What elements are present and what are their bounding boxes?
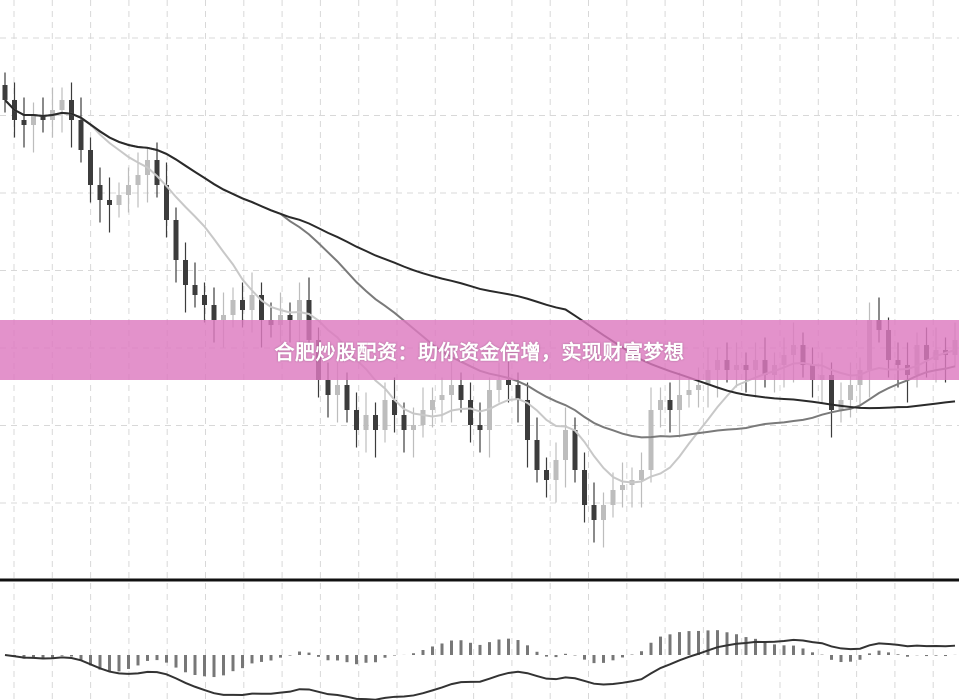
candle-body	[392, 400, 397, 415]
candle-body	[648, 410, 654, 470]
candle-body	[259, 295, 264, 320]
candle-body	[354, 410, 359, 430]
candle-body	[449, 385, 454, 395]
banner-text: 合肥炒股配资：助你资金倍增，实现财富梦想	[274, 339, 685, 364]
candle-body	[829, 375, 834, 410]
candle-body	[202, 295, 207, 305]
candle-body	[620, 485, 625, 490]
candle-body	[287, 315, 293, 320]
candle-body	[506, 380, 511, 385]
candle-body	[116, 195, 122, 205]
candle-body	[639, 470, 644, 480]
candle-body	[458, 385, 464, 400]
candles	[2, 72, 958, 548]
candle-body	[59, 100, 65, 110]
candle-body	[401, 415, 407, 430]
moving-average-60	[4, 99, 956, 410]
candle-body	[363, 415, 369, 430]
candle-body	[192, 285, 198, 295]
candle-body	[373, 415, 378, 430]
candle-body	[97, 185, 103, 200]
candle-body	[430, 400, 435, 410]
candle-body	[686, 390, 692, 395]
candle-body	[335, 385, 340, 395]
candle-body	[126, 185, 131, 195]
candle-body	[696, 385, 701, 390]
promo-banner: 合肥炒股配资：助你资金倍增，实现财富梦想	[0, 320, 959, 380]
candle-body	[382, 400, 388, 430]
candle-body	[525, 400, 530, 440]
candle-body	[534, 440, 540, 470]
candle-body	[601, 505, 606, 520]
macd-line	[4, 638, 956, 700]
candle-body	[31, 115, 36, 125]
candle-body	[344, 385, 350, 410]
candle-body	[515, 385, 521, 400]
candle-body	[667, 400, 673, 410]
candle-body	[154, 160, 160, 185]
candle-body	[420, 410, 426, 425]
candle-body	[40, 115, 46, 120]
candle-body	[591, 505, 597, 520]
candle-body	[135, 175, 141, 185]
candle-body	[496, 380, 502, 390]
candle-body	[477, 425, 483, 430]
candle-body	[572, 430, 578, 470]
candle-body	[164, 185, 169, 220]
candle-body	[553, 460, 559, 480]
candle-body	[2, 85, 8, 100]
candle-body	[325, 380, 331, 395]
candle-body	[107, 200, 112, 205]
candle-body	[563, 430, 568, 460]
candle-body	[221, 315, 226, 320]
candle-body	[240, 300, 245, 310]
candle-body	[411, 425, 416, 430]
candle-body	[677, 395, 682, 410]
candle-body	[544, 470, 549, 480]
candle-body	[297, 300, 302, 320]
candle-body	[582, 470, 587, 505]
candle-body	[69, 100, 74, 120]
candle-body	[183, 260, 188, 285]
macd-panel	[4, 630, 957, 700]
candle-body	[88, 150, 93, 185]
candle-body	[610, 490, 616, 505]
candle-body	[439, 395, 445, 400]
candle-body	[249, 295, 255, 310]
candle-body	[468, 400, 473, 425]
candle-body	[848, 385, 853, 400]
candle-body	[78, 120, 84, 150]
candle-body	[230, 300, 236, 315]
candle-body	[211, 305, 217, 320]
candle-body	[21, 120, 27, 125]
candle-body	[658, 400, 663, 410]
candle-body	[173, 220, 179, 260]
